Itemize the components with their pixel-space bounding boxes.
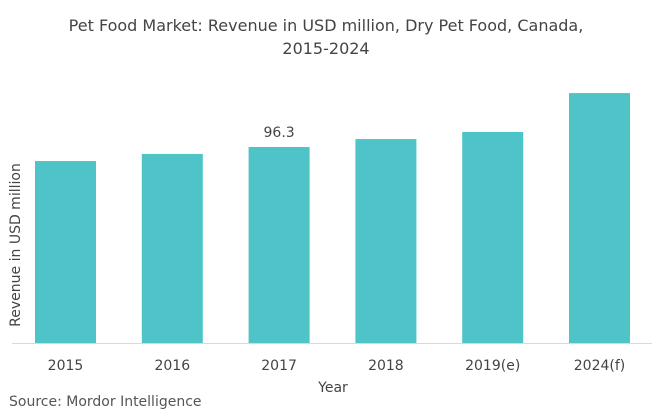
chart-title-line2: 2015-2024 bbox=[282, 39, 369, 58]
x-tick-label: 2019(e) bbox=[465, 358, 520, 374]
source-note: Source: Mordor Intelligence bbox=[9, 394, 202, 410]
bar-2017 bbox=[248, 147, 310, 343]
x-tick-label: 2015 bbox=[48, 358, 84, 374]
bar-2018 bbox=[355, 139, 417, 343]
x-tick-label: 2018 bbox=[368, 358, 404, 374]
bars-group: 96.3 bbox=[35, 93, 630, 343]
x-tick-label: 2016 bbox=[154, 358, 190, 374]
x-tick-label: 2017 bbox=[261, 358, 297, 374]
y-axis-label: Revenue in USD million bbox=[8, 163, 24, 327]
bar-2015 bbox=[35, 161, 96, 343]
bar-2024(f) bbox=[569, 93, 630, 343]
x-tick-labels: 2015 2016 2017 2018 2019(e) 2024(f) bbox=[48, 358, 626, 374]
bar-2019(e) bbox=[462, 131, 524, 343]
data-label: 96.3 bbox=[264, 125, 295, 141]
chart-title-line1: Pet Food Market: Revenue in USD million,… bbox=[69, 16, 584, 35]
x-tick-label: 2024(f) bbox=[574, 358, 625, 374]
x-axis-label: Year bbox=[317, 380, 348, 396]
bar-2016 bbox=[141, 153, 203, 343]
